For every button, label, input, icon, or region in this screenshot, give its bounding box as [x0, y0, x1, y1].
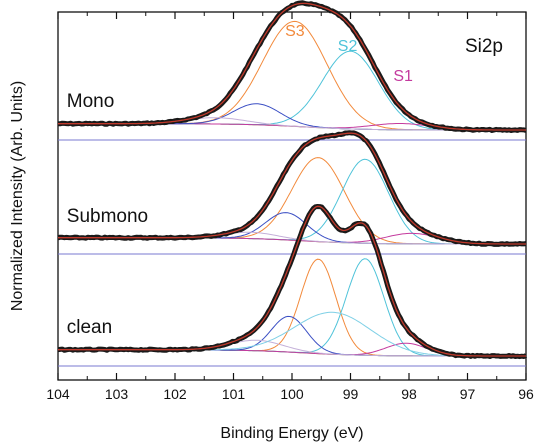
data-points-clean — [57, 204, 527, 360]
x-tick-label-98: 98 — [401, 386, 417, 402]
x-tick-label-101: 101 — [222, 386, 246, 402]
x-tick-label-104: 104 — [46, 386, 70, 402]
si2p-annotation: Si2p — [465, 36, 503, 57]
plot-frame — [57, 11, 527, 381]
curves-layer — [57, 0, 527, 367]
labels-layer: Mono Submono clean S3 S2 S1 — [67, 23, 413, 338]
x-axis-label: Binding Energy (eV) — [220, 425, 363, 442]
component-label-s3: S3 — [285, 23, 305, 40]
x-tick-label-97: 97 — [460, 386, 476, 402]
plot-border — [57, 11, 527, 381]
ticks-layer: 104 103 102 101 100 99 98 97 96 — [46, 12, 534, 402]
component-label-s1: S1 — [393, 68, 413, 85]
fit-envelope-submono — [58, 132, 526, 245]
panel-label-clean: clean — [67, 317, 112, 338]
x-tick-label-103: 103 — [105, 386, 129, 402]
component-S2-mono — [58, 50, 526, 131]
x-tick-label-96: 96 — [518, 386, 534, 402]
component-S2-submono — [58, 158, 526, 245]
x-tick-label-102: 102 — [163, 386, 187, 402]
y-axis-label: Normalized Intensity (Arb. Units) — [9, 81, 26, 311]
fit-envelope-clean — [58, 205, 526, 357]
component-S3-clean — [58, 258, 526, 357]
fit-envelope-mono — [58, 2, 526, 131]
component-S3-submono — [58, 157, 526, 245]
component-S2-clean — [58, 258, 526, 357]
x-tick-label-99: 99 — [343, 386, 359, 402]
x-tick-label-100: 100 — [280, 386, 304, 402]
panel-label-mono: Mono — [67, 91, 115, 112]
component-label-s2: S2 — [338, 38, 358, 55]
panel-label-submono: Submono — [67, 206, 148, 227]
